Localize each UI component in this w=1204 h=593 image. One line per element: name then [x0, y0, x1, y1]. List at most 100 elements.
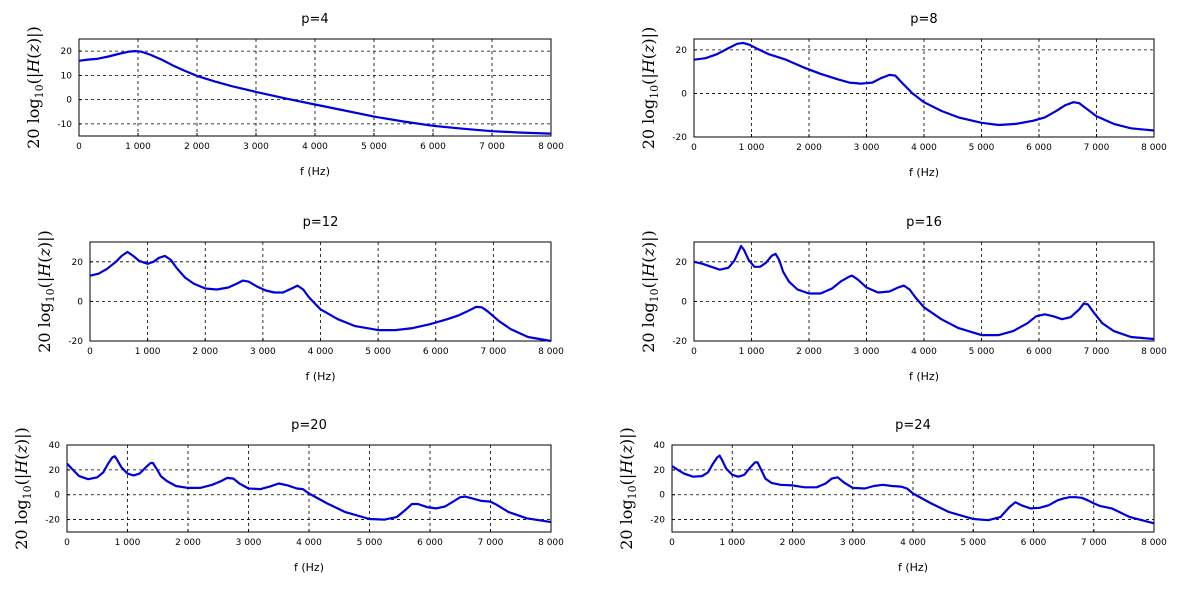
x-tick-label: 7 000 [479, 142, 505, 152]
x-tick-label: 8 000 [1141, 143, 1167, 153]
x-tick-label: 3 000 [854, 347, 880, 357]
x-tick-label: 4 000 [900, 538, 926, 548]
x-tick-label: 7 000 [480, 347, 506, 357]
subplot-1: p=4 0 1 000 2 000 3 000 4 000 5 000 6 000 7 000 8… [24, 12, 564, 178]
x-tick-label: 8 000 [1141, 538, 1167, 548]
y-tick-label: 0 [54, 491, 60, 501]
x-tick-label: 8 000 [1141, 347, 1167, 357]
y-tick-label: -10 [57, 120, 72, 130]
y-tick-label: 20 [61, 47, 73, 57]
y-axis-label: 20 log10(|H(z)|) [639, 230, 661, 353]
x-tick-label: 1 000 [719, 538, 745, 548]
y-tick-label: 20 [72, 258, 84, 268]
x-tick-label: 7 000 [1081, 538, 1107, 548]
y-tick-label: -20 [672, 133, 687, 143]
y-tick-label: -20 [650, 516, 665, 526]
x-axis-label: f (Hz) [306, 370, 336, 383]
x-tick-label: 8 000 [538, 142, 564, 152]
x-tick-label: 2 000 [175, 538, 201, 548]
subplot-3: p=12 0 1 000 2 000 3 000 4 000 5 000 6 000 7 000… [35, 215, 564, 383]
y-axis-label: 20 log10(|H(z)|) [24, 26, 46, 149]
x-tick-label: 0 [691, 347, 697, 357]
x-tick-label: 2 000 [796, 347, 822, 357]
x-tick-label: 2 000 [184, 142, 210, 152]
subplot-title: p=4 [301, 12, 328, 27]
y-tick-label: 0 [66, 96, 72, 106]
x-axis-label: f (Hz) [909, 166, 939, 179]
y-tick-label: 40 [49, 441, 61, 451]
x-tick-label: 4 000 [911, 347, 937, 357]
subplot-title: p=24 [895, 418, 931, 433]
x-tick-label: 8 000 [538, 347, 564, 357]
x-tick-label: 2 000 [192, 347, 218, 357]
x-tick-label: 3 000 [243, 142, 269, 152]
x-axis-label: f (Hz) [294, 561, 324, 574]
y-axis-label: 20 log10(|H(z)|) [12, 427, 34, 550]
subplot-5: p=20 0 1 000 2 000 3 000 4 000 5 000 6 000 7 000… [12, 418, 564, 574]
x-tick-label: 3 000 [236, 538, 262, 548]
x-tick-label: 5 000 [365, 347, 391, 357]
subplot-title: p=8 [910, 12, 937, 27]
x-tick-label: 4 000 [911, 143, 937, 153]
x-tick-label: 6 000 [1026, 143, 1052, 153]
x-tick-label: 5 000 [361, 142, 387, 152]
series-line-h [693, 41, 1155, 132]
x-tick-label: 2 000 [780, 538, 806, 548]
x-tick-label: 1 000 [739, 143, 765, 153]
x-tick-label: 0 [691, 143, 697, 153]
x-axis-label: f (Hz) [909, 370, 939, 383]
x-tick-label: 1 000 [739, 347, 765, 357]
x-tick-label: 0 [87, 347, 93, 357]
x-tick-label: 6 000 [420, 142, 446, 152]
y-tick-label: 0 [681, 297, 687, 307]
x-tick-label: 0 [64, 538, 70, 548]
series-line-h [66, 455, 552, 524]
x-tick-label: 0 [669, 538, 675, 548]
x-tick-label: 4 000 [302, 142, 328, 152]
subplot-title: p=12 [303, 215, 339, 230]
x-tick-label: 6 000 [1021, 538, 1047, 548]
subplot-title: p=16 [906, 215, 942, 230]
y-tick-label: 10 [61, 71, 73, 81]
y-axis-label: 20 log10(|H(z)|) [35, 230, 57, 353]
y-tick-label: 0 [681, 89, 687, 99]
x-tick-label: 3 000 [840, 538, 866, 548]
x-tick-label: 8 000 [538, 538, 564, 548]
y-tick-label: -20 [672, 337, 687, 347]
subplot-title: p=20 [291, 418, 327, 433]
y-tick-label: 40 [654, 441, 666, 451]
x-tick-label: 1 000 [115, 538, 141, 548]
x-tick-label: 5 000 [969, 347, 995, 357]
x-tick-label: 6 000 [1026, 347, 1052, 357]
x-tick-label: 5 000 [969, 143, 995, 153]
y-tick-label: -20 [45, 516, 60, 526]
y-axis-label: 20 log10(|H(z)|) [617, 427, 639, 550]
x-tick-label: 7 000 [1084, 143, 1110, 153]
y-tick-label: -20 [68, 337, 83, 347]
subplot-6: p=24 0 1 000 2 000 3 000 4 000 5 000 6 000 7 000… [617, 418, 1167, 574]
x-tick-label: 5 000 [357, 538, 383, 548]
series-line-h [693, 244, 1155, 341]
x-tick-label: 7 000 [1084, 347, 1110, 357]
x-tick-label: 5 000 [960, 538, 986, 548]
subplot-2: p=8 0 1 000 2 000 3 000 4 000 5 000 6 000 7 000 8… [639, 12, 1167, 179]
x-tick-label: 2 000 [796, 143, 822, 153]
y-axis-label: 20 log10(|H(z)|) [639, 27, 661, 150]
y-tick-label: 20 [654, 466, 666, 476]
x-tick-label: 1 000 [125, 142, 151, 152]
x-tick-label: 4 000 [308, 347, 334, 357]
x-tick-label: 6 000 [417, 538, 443, 548]
series-line-h [89, 250, 552, 343]
x-tick-label: 3 000 [250, 347, 276, 357]
y-tick-label: 20 [676, 258, 688, 268]
x-axis-label: f (Hz) [300, 165, 330, 178]
series-line-h [671, 454, 1155, 525]
x-tick-label: 6 000 [423, 347, 449, 357]
y-tick-label: 0 [659, 491, 665, 501]
y-tick-label: 20 [49, 466, 61, 476]
y-tick-label: 20 [676, 46, 688, 56]
x-axis-label: f (Hz) [898, 561, 928, 574]
x-tick-label: 0 [76, 142, 82, 152]
y-tick-label: 0 [77, 297, 83, 307]
